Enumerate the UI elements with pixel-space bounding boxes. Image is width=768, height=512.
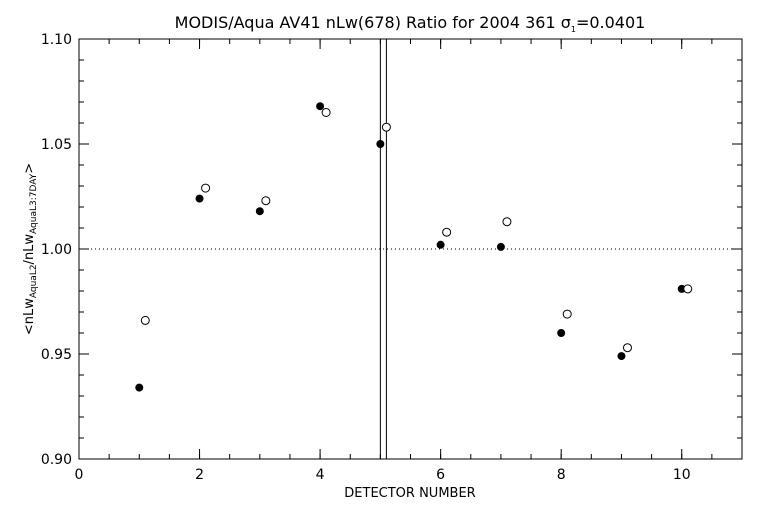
open-point bbox=[562, 309, 572, 319]
filled-point bbox=[376, 140, 385, 148]
filled-point bbox=[496, 242, 505, 251]
open-point bbox=[502, 217, 512, 227]
plot-frame bbox=[78, 38, 743, 460]
y-tick-label: 1.10 bbox=[41, 32, 72, 48]
filled-point bbox=[195, 194, 204, 203]
y-axis-label-mid: /nLw bbox=[22, 234, 37, 265]
open-point bbox=[622, 343, 632, 353]
x-tick-label: 0 bbox=[75, 467, 84, 483]
y-axis-label-open: <nLw bbox=[22, 298, 37, 335]
filled-point bbox=[436, 240, 445, 249]
x-axis-label: DETECTOR NUMBER bbox=[344, 486, 475, 501]
chart-title-sigma: σ bbox=[561, 13, 571, 32]
y-tick-label: 1.00 bbox=[41, 242, 72, 258]
open-point bbox=[201, 183, 211, 193]
y-tick-label: 1.05 bbox=[41, 137, 72, 153]
filled-point bbox=[557, 329, 566, 337]
open-point bbox=[321, 108, 331, 117]
y-axis-label-sub2: AquaL3:7DAY bbox=[29, 173, 39, 234]
x-tick-label: 8 bbox=[557, 467, 566, 483]
filled-point bbox=[135, 383, 144, 392]
chart-title-sigma-subscript: 1 bbox=[571, 25, 576, 34]
chart-title-sigma-value: =0.0401 bbox=[576, 13, 645, 32]
x-tick-label: 10 bbox=[673, 467, 691, 483]
open-point bbox=[261, 196, 271, 206]
chart-title-main: MODIS/Aqua AV41 nLw(678) Ratio for 2004 … bbox=[175, 13, 561, 32]
y-tick-label: 0.90 bbox=[41, 452, 72, 468]
open-point bbox=[442, 227, 452, 237]
x-tick-label: 6 bbox=[436, 467, 445, 483]
filled-point bbox=[255, 207, 264, 216]
x-tick-label: 4 bbox=[316, 467, 325, 483]
tick-labels: 0 2 4 6 8 10 0.90 0.95 1.00 1.05 1.10 bbox=[41, 32, 691, 483]
data-points bbox=[135, 102, 693, 392]
y-axis-label-close: > bbox=[22, 163, 37, 174]
open-point bbox=[683, 284, 693, 294]
minor-ticks bbox=[78, 38, 743, 460]
major-ticks bbox=[78, 38, 742, 460]
y-tick-label: 0.95 bbox=[41, 347, 72, 363]
open-point bbox=[381, 122, 391, 132]
filled-point bbox=[617, 352, 626, 361]
y-axis-label-sub1: AquaL2 bbox=[29, 264, 39, 298]
y-axis-label: <nLwAquaL2/nLwAquaL3:7DAY> bbox=[22, 163, 39, 335]
filled-point bbox=[316, 102, 325, 111]
reference-lines bbox=[79, 39, 742, 459]
x-tick-label: 2 bbox=[195, 467, 204, 483]
open-point bbox=[140, 315, 150, 325]
chart-title: MODIS/Aqua AV41 nLw(678) Ratio for 2004 … bbox=[175, 13, 646, 34]
